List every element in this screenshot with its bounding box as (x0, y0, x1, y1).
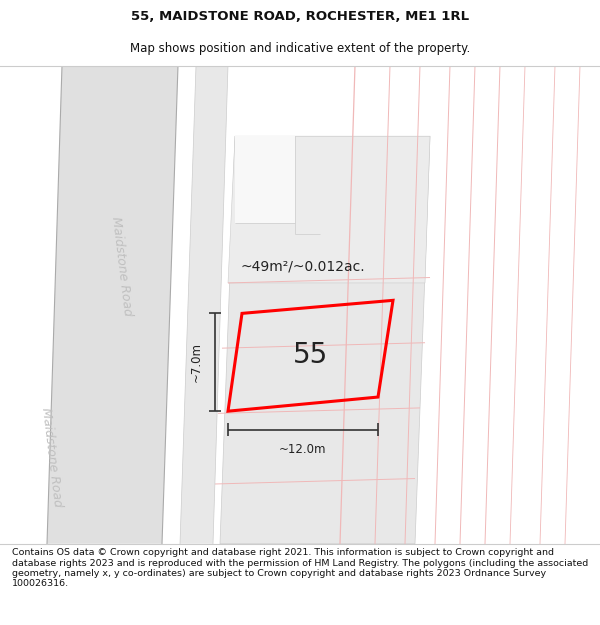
Text: Map shows position and indicative extent of the property.: Map shows position and indicative extent… (130, 42, 470, 54)
Text: ~7.0m: ~7.0m (190, 342, 203, 382)
Polygon shape (180, 66, 228, 544)
Text: Maidstone Road: Maidstone Road (109, 216, 134, 317)
Text: Contains OS data © Crown copyright and database right 2021. This information is : Contains OS data © Crown copyright and d… (12, 548, 588, 588)
Text: ~12.0m: ~12.0m (279, 442, 327, 456)
Polygon shape (228, 136, 430, 283)
Polygon shape (220, 136, 430, 544)
Polygon shape (47, 66, 178, 544)
Text: 55, MAIDSTONE ROAD, ROCHESTER, ME1 1RL: 55, MAIDSTONE ROAD, ROCHESTER, ME1 1RL (131, 11, 469, 23)
Text: 55: 55 (293, 341, 328, 369)
Text: ~49m²/~0.012ac.: ~49m²/~0.012ac. (240, 259, 365, 274)
Text: Maidstone Road: Maidstone Road (40, 406, 65, 508)
Polygon shape (235, 136, 295, 223)
